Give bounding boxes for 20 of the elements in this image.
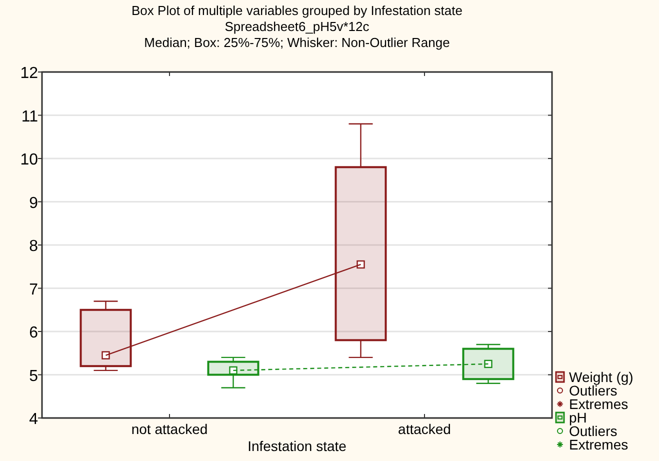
y-tick-label: 4 [29,411,38,428]
legend-label: Extremes [569,436,628,452]
y-tick-label: 12 [20,65,38,82]
legend-label: Weight (g) [569,369,634,385]
y-tick-label: 8 [29,238,38,255]
y-tick-label: 7 [29,281,38,298]
text: Median; Box: 25%-75%; Whisker: Non-Outlier Range [144,35,450,50]
x-tick-label: not attacked [131,421,208,437]
legend-label: pH [569,410,587,426]
y-tick-label: 6 [29,324,38,342]
legend-label: Extremes [569,396,628,412]
chart-title: Box Plot of multiple variables grouped by Infestation state [132,3,462,18]
y-tick-label: 5 [29,368,38,385]
y-tick-label: 11 [21,108,38,126]
x-axis-title: Infestation state [248,438,347,454]
y-tick-label: 10 [20,152,38,168]
x-tick-label: attacked [398,421,451,437]
chart-subtitle: Spreadsheet6_pH5v*12c [224,19,370,34]
y-tick-label: 9 [29,194,38,212]
legend-label: Outliers [569,423,618,439]
